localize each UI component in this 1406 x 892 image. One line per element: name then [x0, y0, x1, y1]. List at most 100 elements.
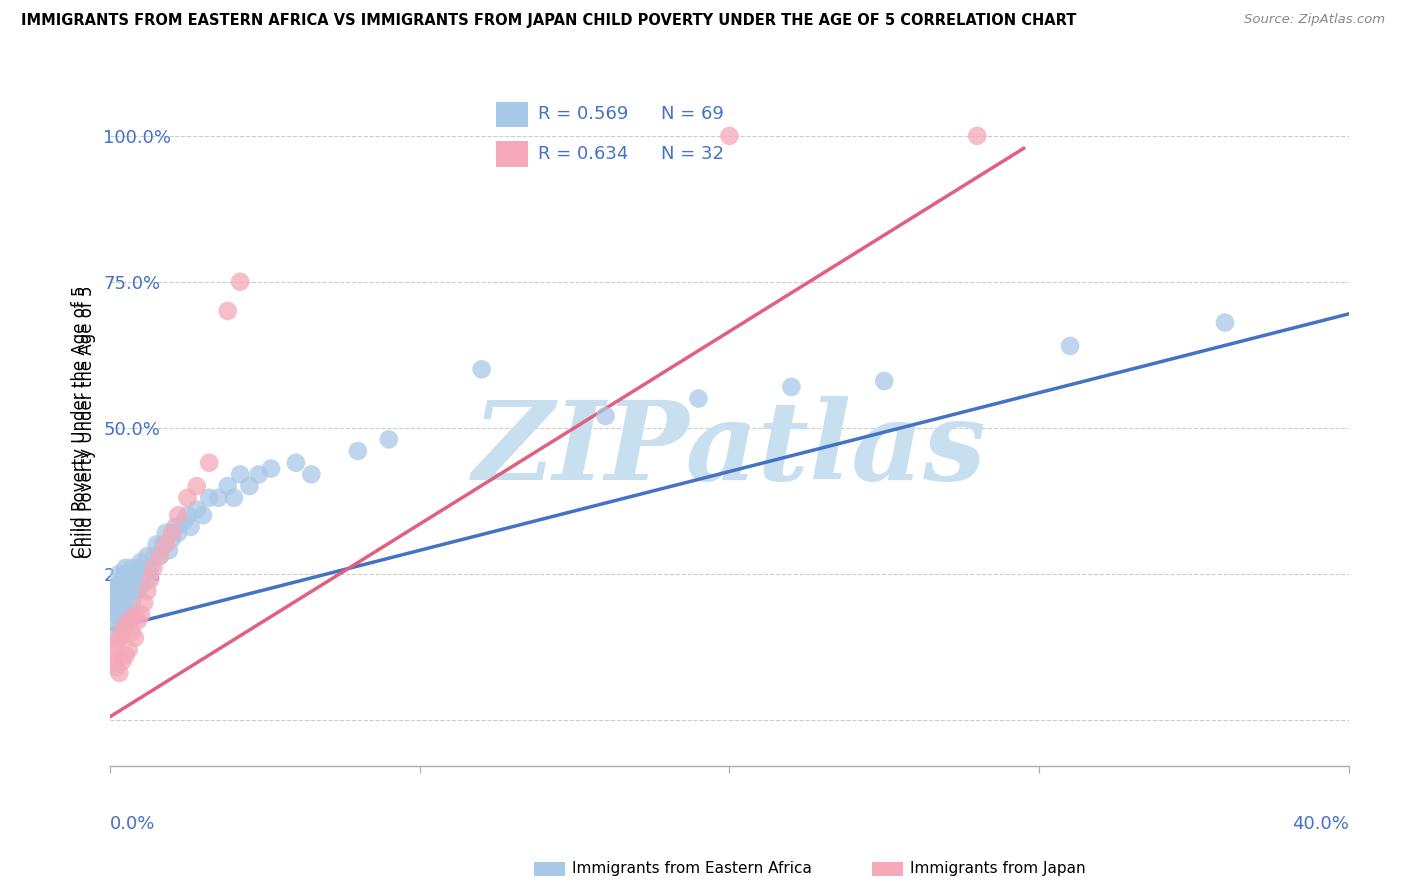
- Point: [124, 607, 146, 622]
- Point: [165, 520, 187, 534]
- Point: [124, 631, 146, 645]
- Point: [1213, 316, 1236, 330]
- Point: [108, 601, 131, 615]
- Point: [108, 631, 131, 645]
- Point: [186, 479, 208, 493]
- Point: [176, 491, 198, 505]
- Point: [718, 128, 741, 143]
- Point: [229, 275, 252, 289]
- Point: [108, 590, 131, 604]
- Point: [118, 584, 141, 599]
- Text: Immigrants from Eastern Africa: Immigrants from Eastern Africa: [572, 862, 813, 876]
- Point: [155, 537, 177, 551]
- Point: [186, 502, 208, 516]
- Point: [780, 380, 803, 394]
- Point: [134, 566, 156, 581]
- Point: [121, 578, 143, 592]
- Text: Source: ZipAtlas.com: Source: ZipAtlas.com: [1244, 13, 1385, 27]
- Text: Immigrants from Japan: Immigrants from Japan: [910, 862, 1085, 876]
- Point: [111, 625, 134, 640]
- Point: [124, 584, 146, 599]
- Point: [160, 525, 183, 540]
- Point: [108, 578, 131, 592]
- Point: [127, 613, 149, 627]
- Point: [111, 613, 134, 627]
- Point: [247, 467, 270, 482]
- Point: [114, 561, 136, 575]
- Point: [105, 637, 128, 651]
- Point: [595, 409, 617, 423]
- Text: IMMIGRANTS FROM EASTERN AFRICA VS IMMIGRANTS FROM JAPAN CHILD POVERTY UNDER THE : IMMIGRANTS FROM EASTERN AFRICA VS IMMIGR…: [21, 13, 1077, 29]
- Point: [157, 543, 180, 558]
- Point: [121, 561, 143, 575]
- Point: [114, 590, 136, 604]
- Point: [118, 642, 141, 657]
- Point: [105, 660, 128, 674]
- Point: [129, 607, 152, 622]
- Point: [207, 491, 229, 505]
- Point: [101, 596, 124, 610]
- Point: [114, 648, 136, 663]
- Point: [136, 549, 159, 563]
- Point: [180, 520, 202, 534]
- Point: [145, 537, 167, 551]
- Y-axis label: Child Poverty Under the Age of 5: Child Poverty Under the Age of 5: [72, 285, 89, 558]
- Point: [129, 578, 152, 592]
- Point: [105, 607, 128, 622]
- Point: [149, 549, 172, 563]
- Point: [142, 549, 165, 563]
- Point: [1059, 339, 1081, 353]
- Point: [108, 566, 131, 581]
- Point: [229, 467, 252, 482]
- Point: [378, 433, 401, 447]
- Point: [114, 619, 136, 633]
- Point: [129, 555, 152, 569]
- Point: [688, 392, 710, 406]
- Point: [111, 596, 134, 610]
- Point: [111, 584, 134, 599]
- Point: [873, 374, 896, 388]
- Point: [108, 665, 131, 680]
- Point: [105, 578, 128, 592]
- Point: [127, 584, 149, 599]
- Point: [101, 607, 124, 622]
- Point: [966, 128, 988, 143]
- Point: [238, 479, 260, 493]
- Point: [101, 654, 124, 668]
- Point: [346, 444, 368, 458]
- Point: [121, 625, 143, 640]
- Point: [118, 566, 141, 581]
- Point: [114, 578, 136, 592]
- Y-axis label: Child Poverty Under the Age of 5: Child Poverty Under the Age of 5: [79, 285, 96, 558]
- Point: [127, 561, 149, 575]
- Point: [105, 625, 128, 640]
- Point: [198, 456, 221, 470]
- Point: [136, 573, 159, 587]
- Point: [284, 456, 307, 470]
- Point: [217, 479, 239, 493]
- Point: [108, 619, 131, 633]
- Point: [149, 549, 172, 563]
- Point: [222, 491, 245, 505]
- Point: [121, 596, 143, 610]
- Text: 40.0%: 40.0%: [1292, 814, 1348, 832]
- Point: [136, 584, 159, 599]
- Point: [118, 613, 141, 627]
- Point: [167, 508, 190, 523]
- Point: [111, 573, 134, 587]
- Point: [139, 561, 162, 575]
- Point: [173, 514, 195, 528]
- Point: [134, 596, 156, 610]
- Point: [217, 304, 239, 318]
- Text: 0.0%: 0.0%: [110, 814, 156, 832]
- Point: [155, 525, 177, 540]
- Point: [299, 467, 322, 482]
- Point: [101, 642, 124, 657]
- Point: [142, 561, 165, 575]
- Point: [167, 525, 190, 540]
- Point: [105, 596, 128, 610]
- Point: [198, 491, 221, 505]
- Text: ZIPatlas: ZIPatlas: [472, 396, 987, 503]
- Point: [176, 508, 198, 523]
- Point: [160, 532, 183, 546]
